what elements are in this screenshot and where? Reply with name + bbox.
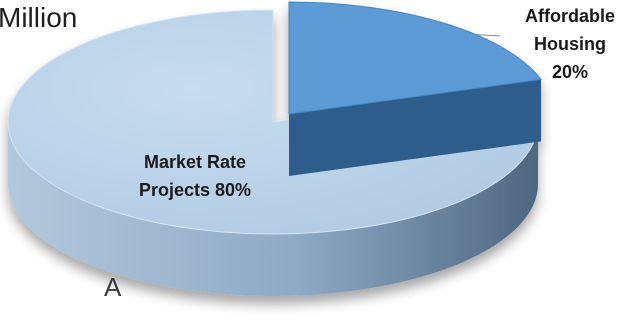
slice-top-affordable-housing <box>288 1 542 115</box>
slice-side-market-rate-projects <box>8 122 538 296</box>
slice-market-rate-projects <box>7 9 539 296</box>
data-label-affordable-housing-line-2: Housing <box>534 34 606 54</box>
slice-face-affordable-housing <box>289 79 542 176</box>
slice-top-market-rate-projects <box>7 9 539 235</box>
data-label-market-rate-projects-line-1: Market Rate <box>144 152 246 172</box>
data-label-market-rate-projects-line-2: Projects 80% <box>139 180 251 200</box>
pie-body <box>7 1 542 296</box>
chart-title: Million <box>0 2 77 33</box>
footer-text: A <box>104 272 122 302</box>
data-labels: Affordable Housing 20% Market Rate Projects … <box>139 6 615 200</box>
data-label-affordable-housing-line-3: 20% <box>552 62 588 82</box>
data-label-affordable-housing-line-1: Affordable <box>525 6 615 26</box>
slice-affordable-housing <box>288 1 542 176</box>
